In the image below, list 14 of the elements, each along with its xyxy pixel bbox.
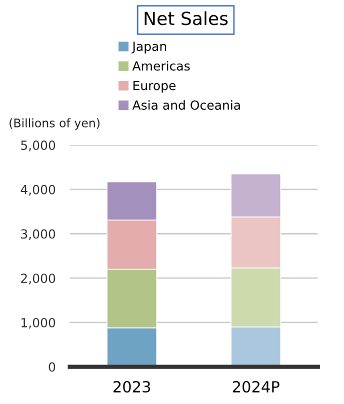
y-tick-label: 0 xyxy=(48,362,56,372)
legend-label: Europe xyxy=(133,80,176,93)
y-tick-label: 2,000 xyxy=(21,274,56,284)
y-tick-label: 4,000 xyxy=(20,184,56,196)
x-tick-label: 2024P xyxy=(232,380,280,393)
legend-label: Japan xyxy=(132,42,166,54)
legend-label: Asia and Oceania xyxy=(132,100,240,110)
legend-label: Americas xyxy=(132,60,190,71)
y-axis-title: (Billions of yen) xyxy=(10,118,100,130)
y-tick-label: 1,000 xyxy=(22,318,56,329)
x-tick-label: 2023 xyxy=(114,380,150,393)
y-tick-label: 5,000 xyxy=(21,140,56,152)
y-tick-label: 3,000 xyxy=(21,229,56,240)
chart-title: Net Sales xyxy=(144,11,228,26)
